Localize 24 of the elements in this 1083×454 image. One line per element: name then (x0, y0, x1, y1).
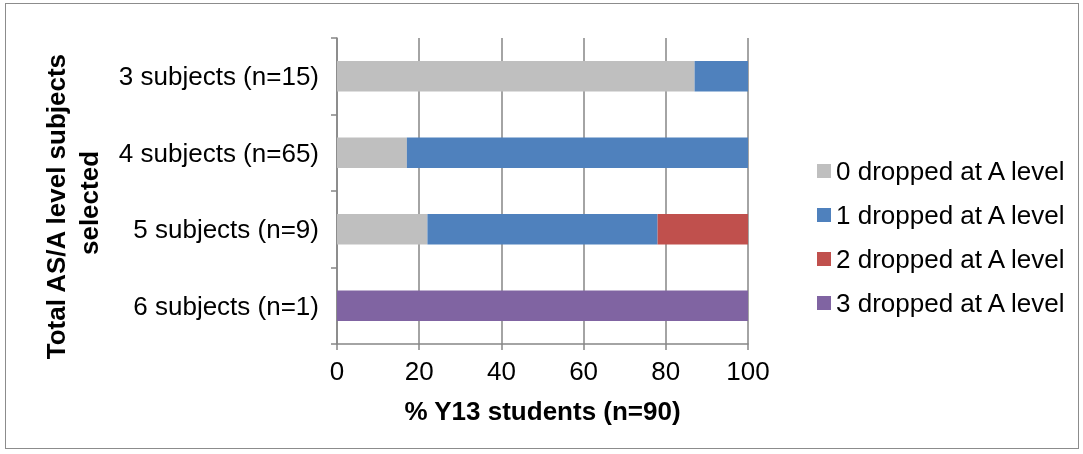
x-axis-title: % Y13 students (n=90) (404, 396, 681, 426)
legend-label: 1 dropped at A level (836, 200, 1065, 230)
bar (406, 137, 748, 169)
bar (337, 137, 407, 169)
x-tick-label: 60 (569, 356, 599, 386)
y-axis-title: Total AS/A level subjects selected (40, 46, 104, 360)
bar (337, 290, 748, 322)
y-tick-label: 4 subjects (n=65) (118, 137, 319, 168)
x-tick-label: 100 (726, 356, 770, 386)
bar (337, 213, 428, 245)
legend-label: 0 dropped at A level (836, 156, 1065, 186)
bar (694, 60, 748, 92)
x-tick-label: 80 (651, 356, 681, 386)
x-tick-label: 0 (329, 356, 345, 386)
y-tick-label: 6 subjects (n=1) (133, 290, 319, 321)
x-tick-label: 20 (404, 356, 434, 386)
y-tick-label: 3 subjects (n=15) (118, 61, 319, 92)
bar (657, 213, 748, 245)
bar (337, 60, 695, 92)
y-tick-label: 5 subjects (n=9) (133, 214, 319, 245)
legend-label: 2 dropped at A level (836, 244, 1065, 274)
bar (427, 213, 658, 245)
legend-label: 3 dropped at A level (836, 288, 1065, 318)
x-tick-label: 40 (486, 356, 516, 386)
